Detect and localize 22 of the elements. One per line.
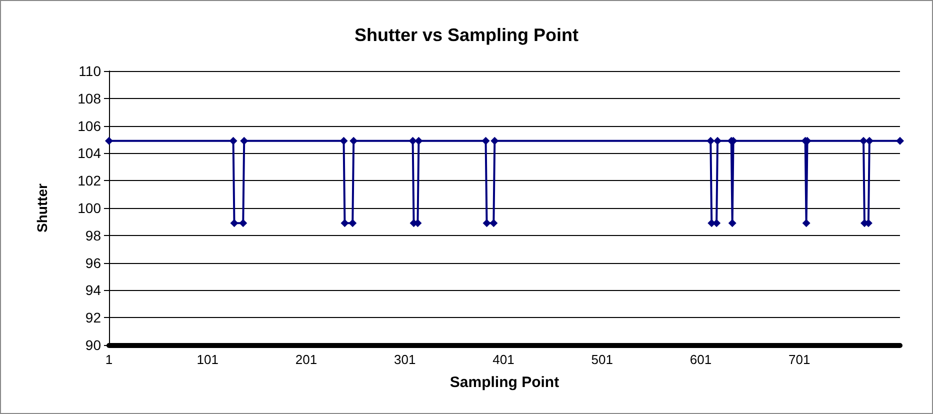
x-tick-label: 601 [690,352,712,367]
x-tick-label: 401 [492,352,514,367]
x-axis-title: Sampling Point [450,374,560,391]
y-tick-label: 94 [85,282,102,298]
y-tick-label: 96 [85,254,102,271]
x-tick-label: 201 [295,352,318,367]
y-tick-label: 106 [78,118,102,134]
x-tick-label: 701 [788,352,810,367]
x-tick-label: 301 [394,352,416,367]
y-tick-label: 102 [78,172,102,189]
y-tick-label: 110 [78,63,102,79]
y-tick-label: 100 [78,200,102,216]
chart-title: Shutter vs Sampling Point [354,25,579,45]
x-tick-label: 101 [196,352,218,367]
x-tick-label: 501 [591,352,613,367]
y-tick-label: 92 [85,310,102,326]
y-axis-title: Shutter [34,182,50,232]
y-tick-label: 108 [78,90,102,106]
x-tick-label: 1 [105,352,113,367]
y-tick-label: 104 [78,145,102,162]
y-tick-label: 98 [85,227,102,244]
y-tick-label: 90 [85,337,102,353]
